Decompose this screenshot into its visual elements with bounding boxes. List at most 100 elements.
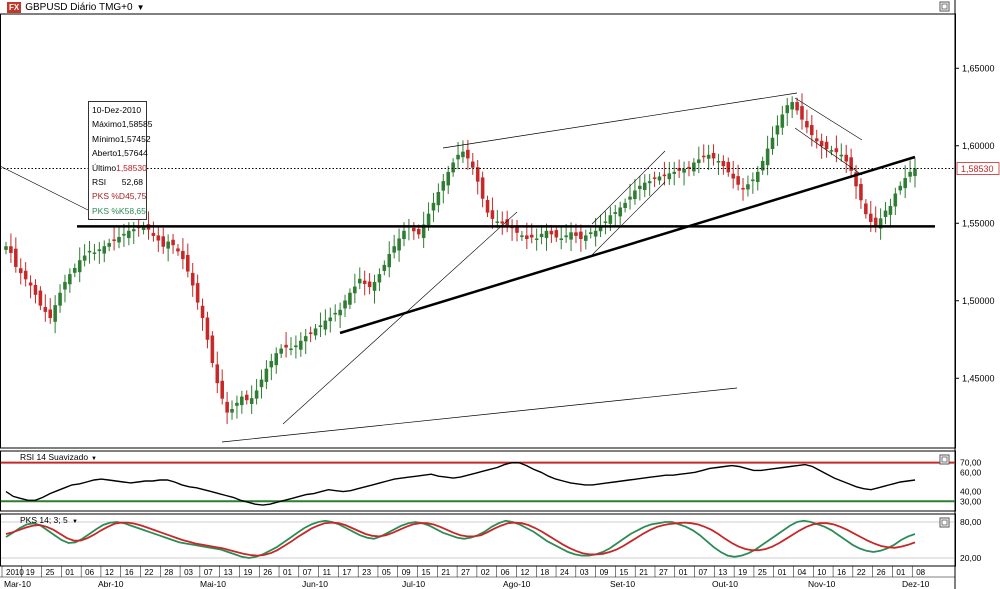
candle-body [323, 320, 328, 330]
candle-body [156, 235, 161, 241]
candle-body [269, 360, 274, 368]
candles-group [4, 93, 917, 424]
x-day-label: 01 [65, 568, 74, 577]
maximize-icon-inner [941, 3, 948, 10]
candle-body [790, 102, 794, 110]
candle-body [230, 409, 234, 413]
rsi-level-label: 40,00 [960, 487, 982, 497]
info-row-pksk: PKS %K 58,65 [92, 205, 146, 216]
candle-body [800, 106, 804, 120]
candle-body [883, 210, 888, 217]
maximize-icon [939, 454, 950, 465]
candle-body [584, 235, 588, 241]
candle-body [254, 390, 259, 399]
info-row-last: Último 1,58530 [92, 162, 147, 173]
x-day-label: 26 [263, 568, 272, 577]
candle-body [190, 272, 195, 286]
candle-body [908, 171, 912, 177]
pks-d-line [5, 521, 916, 557]
candle-body [97, 249, 102, 252]
x-day-label: 03 [184, 568, 193, 577]
candle-body [240, 396, 244, 406]
candle-body [421, 224, 426, 239]
x-month-label: Out-10 [712, 579, 738, 589]
candle-body [662, 174, 667, 177]
candle-body [343, 300, 347, 309]
candle-body [692, 162, 696, 172]
candle-body [475, 167, 480, 182]
candle-body [117, 236, 121, 243]
candle-body [844, 154, 848, 162]
candle-body [819, 140, 824, 147]
candle-body [810, 125, 814, 136]
rising-trend-line [339, 155, 916, 335]
rsi-level-label: 30,00 [960, 496, 982, 506]
candle-body [102, 246, 107, 254]
candle-body [869, 213, 873, 222]
candle-body [73, 267, 77, 273]
candle-body [824, 141, 829, 150]
candle-body [539, 233, 544, 238]
x-day-label: 27 [659, 568, 668, 577]
candle-body [299, 340, 303, 350]
candle-body [716, 161, 721, 163]
nov-channel-bottom [794, 127, 863, 176]
x-day-label: 17 [342, 568, 351, 577]
x-day-label: 25 [46, 568, 55, 577]
candle-body [834, 148, 839, 153]
maximize-icon [939, 1, 950, 12]
candle-body [544, 230, 549, 239]
candle-body [898, 185, 903, 191]
chevron-down-icon[interactable]: ▼ [136, 3, 145, 12]
candle-body [33, 285, 38, 295]
x-month-label: Set-10 [610, 579, 635, 589]
candle-body [878, 218, 883, 229]
candle-body [48, 309, 52, 319]
early-resistance-line [0, 165, 97, 215]
candle-body [284, 344, 288, 348]
candle-body [362, 280, 367, 284]
x-day-label: 18 [540, 568, 549, 577]
candle-body [397, 238, 401, 251]
x-day-label: 10 [817, 568, 826, 577]
candle-body [913, 168, 917, 177]
x-month-label: Dez-10 [902, 579, 930, 589]
candle-body [416, 228, 421, 235]
price-label: 1,50000 [962, 296, 995, 306]
candle-body [431, 202, 436, 211]
candle-body [9, 246, 13, 253]
candle-body [200, 305, 205, 319]
candle-body [402, 230, 406, 239]
fx-logo: FX [7, 2, 22, 13]
candle-body [279, 348, 283, 354]
price-label: 1,45000 [962, 373, 995, 383]
x-day-label: 12 [520, 568, 529, 577]
candle-body [294, 345, 298, 348]
candle-body [53, 305, 57, 322]
x-day-label: 16 [125, 568, 134, 577]
x-day-label: 13 [718, 568, 727, 577]
pks-title: PKS 14; 3; 5 [20, 515, 68, 525]
x-day-label: 12 [105, 568, 114, 577]
lower-channel-line [221, 387, 738, 443]
pks-k-line [5, 519, 916, 559]
x-month-label: Jun-10 [302, 579, 328, 589]
price-label: 1,65000 [962, 63, 995, 73]
candle-body [166, 241, 170, 249]
candle-body [131, 229, 136, 232]
candle-body [28, 282, 33, 286]
x-day-label: 27 [461, 568, 470, 577]
candle-body [574, 232, 578, 236]
candle-body [171, 239, 175, 246]
candle-body [235, 402, 239, 406]
candle-body [829, 150, 834, 152]
candle-body [864, 203, 868, 215]
candle-body [328, 317, 333, 322]
candle-body [657, 176, 662, 181]
candle-body [210, 335, 215, 363]
candle-body [495, 221, 500, 223]
candle-body [303, 336, 308, 342]
info-row-high: Máximo 1,58585 [92, 119, 153, 130]
candle-body [593, 230, 598, 237]
candle-body [633, 190, 637, 200]
